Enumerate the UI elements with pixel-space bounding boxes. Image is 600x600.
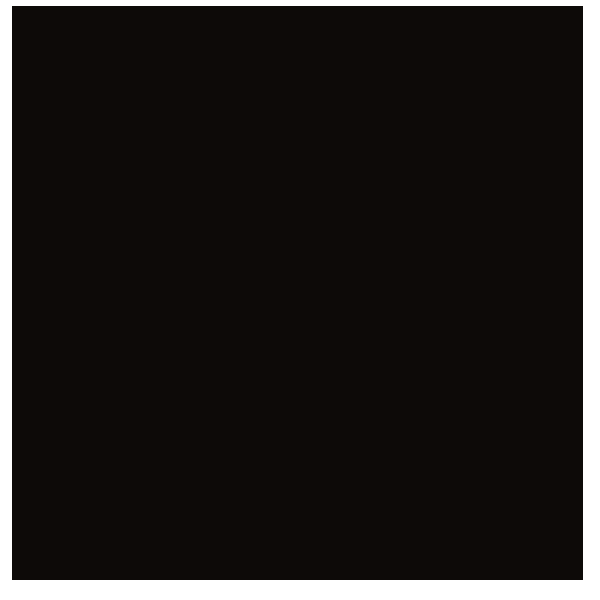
black-panel bbox=[12, 6, 583, 580]
